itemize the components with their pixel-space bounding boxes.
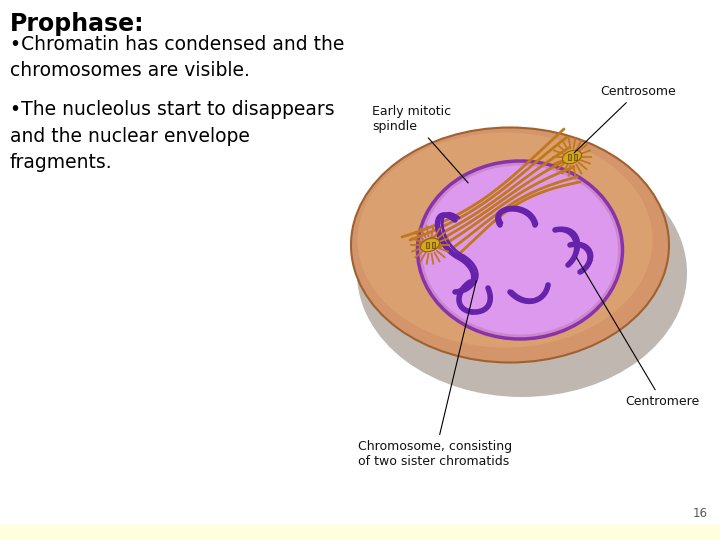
Ellipse shape [358,132,652,348]
Bar [567,154,570,160]
Text: 16: 16 [693,507,708,520]
Bar [431,242,434,248]
Ellipse shape [418,161,623,339]
Ellipse shape [562,150,582,164]
FancyBboxPatch shape [0,525,720,540]
Text: Prophase:: Prophase: [10,12,145,36]
Ellipse shape [420,238,439,252]
Ellipse shape [422,165,618,334]
Bar [426,242,428,248]
Ellipse shape [351,127,669,362]
Bar [574,154,577,160]
Text: •Chromatin has condensed and the
chromosomes are visible.: •Chromatin has condensed and the chromos… [10,35,344,80]
Text: •The nucleolus start to disappears
and the nuclear envelope
fragments.: •The nucleolus start to disappears and t… [10,100,335,172]
Text: Centrosome: Centrosome [574,85,676,153]
Text: Chromosome, consisting
of two sister chromatids: Chromosome, consisting of two sister chr… [358,281,512,468]
Text: Centromere: Centromere [577,258,699,408]
Text: Early mitotic
spindle: Early mitotic spindle [372,105,468,183]
Ellipse shape [357,149,687,397]
